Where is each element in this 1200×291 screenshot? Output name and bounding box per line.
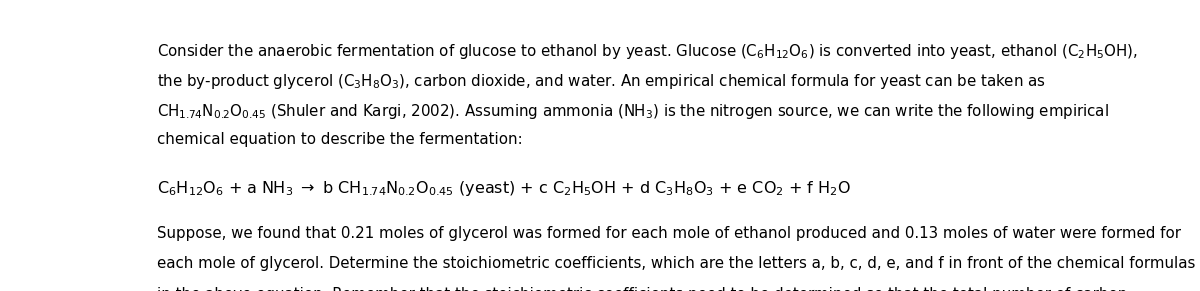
Text: Suppose, we found that 0.21 moles of glycerol was formed for each mole of ethano: Suppose, we found that 0.21 moles of gly… xyxy=(157,226,1182,241)
Text: chemical equation to describe the fermentation:: chemical equation to describe the fermen… xyxy=(157,132,523,147)
Text: in the above equation. Remember that the stoichiometric coefficients need to be : in the above equation. Remember that the… xyxy=(157,287,1133,291)
Text: Consider the anaerobic fermentation of glucose to ethanol by yeast. Glucose (C$_: Consider the anaerobic fermentation of g… xyxy=(157,42,1139,61)
Text: C$_6$H$_{12}$O$_6$ + a NH$_3$ $\rightarrow$ b CH$_{1.74}$N$_{0.2}$O$_{0.45}$ (ye: C$_6$H$_{12}$O$_6$ + a NH$_3$ $\rightarr… xyxy=(157,179,852,198)
Text: the by-product glycerol (C$_3$H$_8$O$_3$), carbon dioxide, and water. An empiric: the by-product glycerol (C$_3$H$_8$O$_3$… xyxy=(157,72,1046,91)
Text: CH$_{1.74}$N$_{0.2}$O$_{0.45}$ (Shuler and Kargi, 2002). Assuming ammonia (NH$_3: CH$_{1.74}$N$_{0.2}$O$_{0.45}$ (Shuler a… xyxy=(157,102,1110,121)
Text: each mole of glycerol. Determine the stoichiometric coefficients, which are the : each mole of glycerol. Determine the sto… xyxy=(157,256,1196,272)
